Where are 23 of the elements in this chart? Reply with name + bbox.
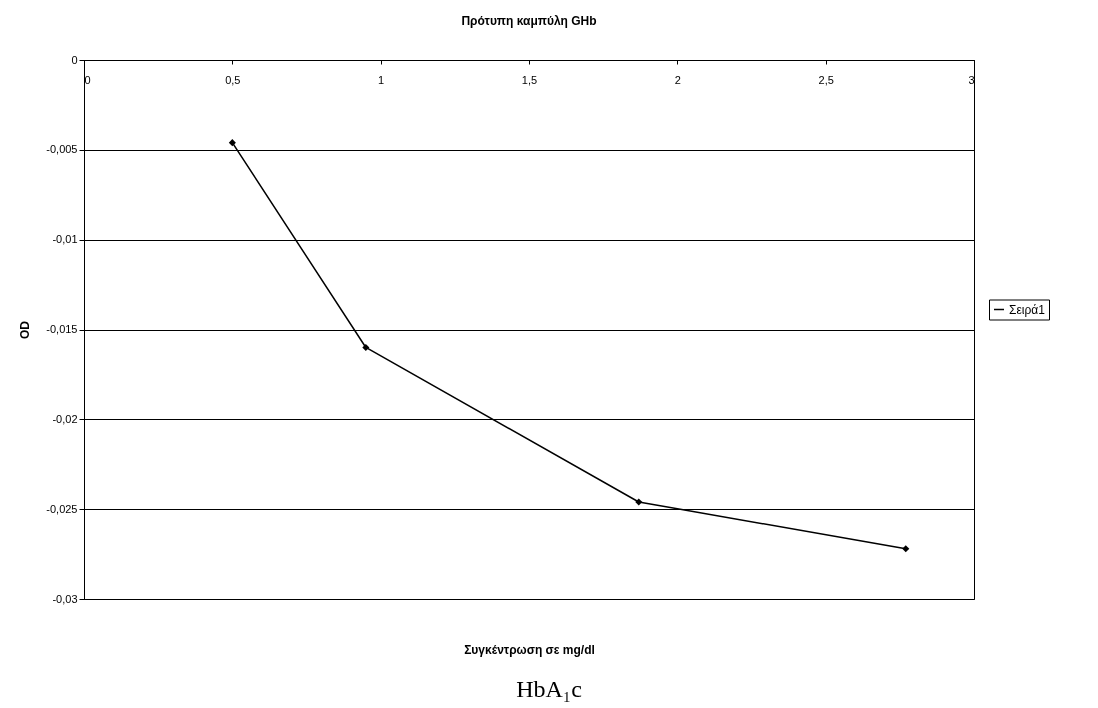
y-tick-label: -0,015 bbox=[46, 323, 78, 335]
point bbox=[362, 343, 370, 351]
y-tick-label: -0,005 bbox=[46, 143, 78, 156]
point bbox=[902, 545, 910, 553]
x-tick-label: 1,5 bbox=[521, 73, 538, 86]
y-tick-label: 0 bbox=[71, 53, 78, 66]
x-tick-label: 1 bbox=[378, 73, 385, 86]
point bbox=[228, 139, 236, 147]
x-tick-label: 3 bbox=[968, 73, 975, 86]
x-tick-label: 0 bbox=[84, 73, 91, 86]
x-tick-label: 2,5 bbox=[818, 73, 834, 86]
x-axis-title: Συγκέντρωση σε mg/dl bbox=[464, 642, 595, 657]
x-tick-label: 0,5 bbox=[225, 73, 241, 86]
y-tick-label: -0,01 bbox=[52, 233, 78, 246]
text: HbA₁c bbox=[515, 676, 583, 703]
y-tick-label: -0,025 bbox=[46, 502, 78, 515]
y-tick-label: -0,02 bbox=[52, 412, 78, 425]
y-tick-label: -0,03 bbox=[52, 592, 78, 605]
x-tick-label: 2 bbox=[674, 73, 681, 86]
chart-title: Πρότυπη καμπύλη GHb bbox=[461, 14, 597, 28]
point bbox=[635, 498, 643, 506]
y-axis-title: OD bbox=[18, 320, 33, 339]
legend-label: Σειρά1 bbox=[1009, 302, 1046, 317]
